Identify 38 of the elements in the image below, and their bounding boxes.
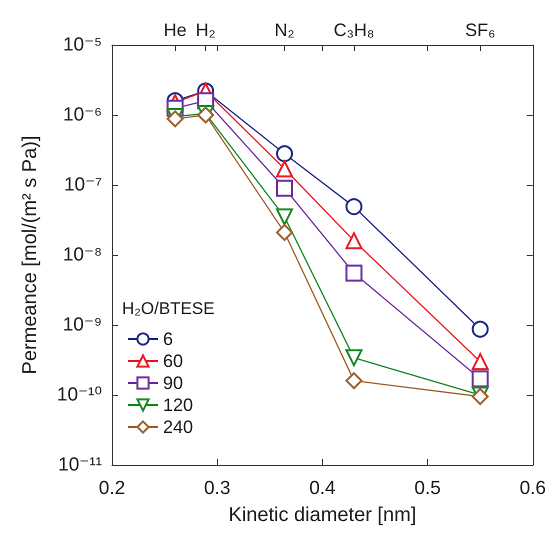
legend-label: 90 (163, 373, 184, 393)
point (345, 349, 362, 366)
point (472, 353, 489, 370)
y-tick-label: 10⁻⁶ (63, 104, 102, 126)
annotation: SF₆ (465, 20, 496, 40)
y-tick-label: 10⁻¹⁰ (56, 384, 102, 406)
point (276, 145, 294, 162)
legend-label: 240 (163, 417, 194, 437)
annotation: He (164, 20, 187, 40)
annotation: N₂ (274, 20, 295, 40)
point (345, 372, 362, 390)
y-tick-label: 10⁻¹¹ (58, 454, 102, 476)
point (472, 320, 489, 338)
x-axis-title: Kinetic diameter [nm] (228, 504, 416, 526)
point (472, 370, 489, 388)
x-tick-label: 0.6 (520, 478, 546, 499)
legend-title: H₂O/BTESE (122, 299, 215, 318)
x-tick-label: 0.5 (414, 478, 441, 499)
legend-label: 60 (163, 351, 184, 371)
point (345, 264, 362, 282)
point (276, 224, 294, 241)
annotation: H₂ (196, 20, 216, 40)
legend-label: 120 (163, 395, 194, 415)
point (276, 160, 294, 178)
y-tick-label: 10⁻⁹ (62, 314, 102, 336)
legend-label: 6 (163, 329, 174, 349)
x-tick-label: 0.2 (98, 478, 126, 499)
x-tick-label: 0.3 (204, 478, 230, 499)
point (345, 198, 362, 216)
x-tick-label: 0.4 (309, 478, 336, 499)
y-axis-title: Permeance [mol/(m² s Pa)] (19, 136, 41, 374)
y-tick-label: 10⁻⁷ (64, 174, 102, 196)
point (276, 180, 294, 197)
point (345, 232, 362, 250)
annotation: C₃H₈ (334, 20, 374, 40)
y-tick-label: 10⁻⁵ (62, 34, 102, 56)
point (276, 208, 294, 226)
y-tick-label: 10⁻⁸ (62, 244, 102, 266)
